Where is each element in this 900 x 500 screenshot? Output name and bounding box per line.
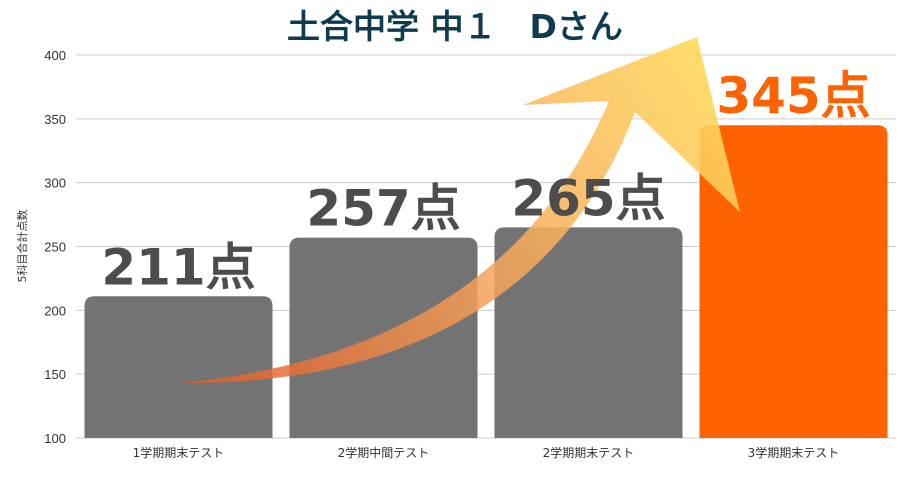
trend-arrow-icon	[180, 37, 740, 384]
chart-title: 土合中学 中１ Dさん	[287, 7, 623, 46]
data-label: 345点	[716, 67, 870, 125]
x-tick-label: 1学期期末テスト	[133, 445, 225, 460]
x-axis-ticks: 1学期期末テスト 2学期中間テスト 2学期期末テスト 3学期期末テスト	[133, 445, 840, 460]
y-axis-label: 5科目合計点数	[15, 210, 29, 283]
y-tick-label: 100	[44, 431, 66, 446]
x-tick-label: 2学期期末テスト	[543, 445, 635, 460]
y-tick-label: 300	[44, 176, 66, 191]
y-tick-label: 250	[44, 240, 66, 255]
y-tick-label: 400	[44, 48, 66, 63]
x-tick-label: 2学期中間テスト	[338, 445, 430, 460]
y-tick-label: 200	[44, 303, 66, 318]
bar	[494, 227, 683, 438]
y-tick-label: 150	[44, 367, 66, 382]
data-label: 211点	[101, 238, 255, 296]
bar	[699, 125, 888, 438]
bars	[84, 125, 888, 438]
y-axis-ticks: 100 150 200 250 300 350 400	[44, 48, 66, 446]
data-label: 265点	[511, 169, 665, 227]
data-labels: 211点 257点 265点 345点	[101, 67, 870, 296]
data-label: 257点	[306, 180, 460, 238]
x-tick-label: 3学期期末テスト	[748, 445, 840, 460]
y-tick-label: 350	[44, 112, 66, 127]
bar	[84, 296, 273, 438]
